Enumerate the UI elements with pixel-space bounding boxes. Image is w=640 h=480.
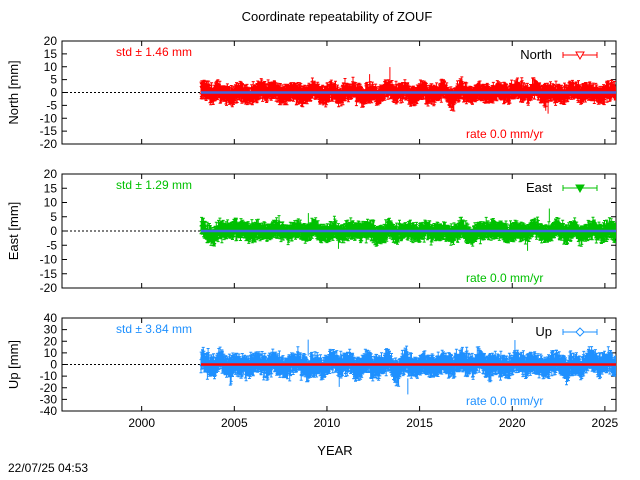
panel-north: [61, 40, 617, 145]
panel-up: [61, 317, 617, 412]
x-tick-label: 2020: [499, 416, 526, 430]
std-label: std ± 1.46 mm: [116, 45, 192, 59]
y-tick-label: -20: [40, 281, 58, 295]
y-tick-label: -15: [40, 267, 58, 281]
series-up: [199, 339, 616, 395]
x-axis-label: YEAR: [317, 443, 352, 458]
x-tick-label: 2025: [592, 416, 619, 430]
y-tick-label: 0: [50, 224, 57, 238]
y-tick-label: 15: [44, 47, 58, 61]
x-tick-label: 2010: [314, 416, 341, 430]
y-tick-label: -10: [40, 111, 58, 125]
legend-label: Up: [535, 324, 552, 339]
y-tick-label: -5: [46, 238, 57, 252]
legend-marker: [575, 184, 585, 194]
y-tick-label: -15: [40, 124, 58, 138]
y-tick-label: -20: [40, 381, 58, 395]
y-tick-label: -40: [40, 404, 58, 418]
y-axis-label: East [mm]: [6, 202, 21, 261]
y-tick-label: 0: [50, 86, 57, 100]
y-tick-label: 20: [44, 167, 58, 181]
legend-marker: [575, 327, 585, 337]
std-label: std ± 1.29 mm: [116, 178, 192, 192]
y-tick-label: 10: [44, 60, 58, 74]
y-tick-label: 15: [44, 181, 58, 195]
series-east: [199, 208, 616, 251]
y-tick-label: -10: [40, 253, 58, 267]
y-axis-label: Up [mm]: [6, 340, 21, 389]
error-bars: [199, 345, 616, 387]
legend-label: East: [526, 180, 552, 195]
panel-east: [61, 173, 617, 289]
legend-label: North: [520, 47, 552, 62]
std-label: std ± 3.84 mm: [116, 322, 192, 336]
y-tick-label: 5: [50, 73, 57, 87]
y-tick-label: -10: [40, 369, 58, 383]
rate-label: rate 0.0 mm/yr: [466, 127, 543, 141]
rate-label: rate 0.0 mm/yr: [466, 271, 543, 285]
y-tick-label: -5: [46, 98, 57, 112]
y-tick-label: 5: [50, 210, 57, 224]
y-tick-label: -20: [40, 137, 58, 151]
y-tick-label: -30: [40, 392, 58, 406]
timestamp: 22/07/25 04:53: [8, 461, 89, 475]
chart-title: Coordinate repeatability of ZOUF: [242, 9, 433, 24]
series-north: [199, 67, 616, 114]
y-tick-label: 40: [44, 311, 58, 325]
y-tick-label: 10: [44, 196, 58, 210]
error-bars: [199, 76, 616, 112]
y-tick-label: 30: [44, 323, 58, 337]
legend-marker: [575, 51, 585, 61]
rate-label: rate 0.0 mm/yr: [466, 394, 543, 408]
y-tick-label: 10: [44, 346, 58, 360]
y-tick-label: 20: [44, 334, 58, 348]
y-tick-label: 20: [44, 34, 58, 48]
y-tick-label: 0: [50, 358, 57, 372]
x-tick-label: 2000: [128, 416, 155, 430]
x-tick-label: 2015: [406, 416, 433, 430]
y-axis-label: North [mm]: [6, 60, 21, 124]
x-tick-label: 2005: [221, 416, 248, 430]
